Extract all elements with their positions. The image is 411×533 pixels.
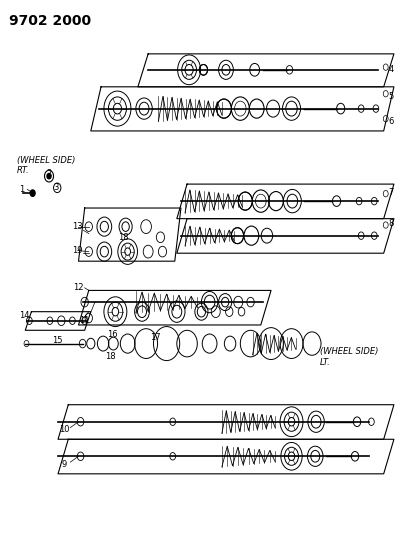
- Text: 16: 16: [107, 330, 118, 339]
- Text: 17: 17: [150, 333, 161, 342]
- Text: 12: 12: [73, 283, 84, 292]
- Text: 2: 2: [46, 169, 52, 178]
- Text: 19: 19: [72, 246, 83, 255]
- Circle shape: [47, 173, 51, 179]
- Text: 10: 10: [59, 425, 69, 434]
- Text: 15: 15: [52, 336, 62, 345]
- Text: (WHEEL SIDE)
LT.: (WHEEL SIDE) LT.: [320, 347, 379, 367]
- Text: 9: 9: [62, 460, 67, 469]
- Text: 6: 6: [388, 117, 394, 126]
- Text: (WHEEL SIDE)
RT.: (WHEEL SIDE) RT.: [17, 156, 76, 175]
- Text: 13: 13: [72, 222, 83, 231]
- Text: 11: 11: [79, 316, 89, 325]
- Text: 3: 3: [53, 183, 59, 192]
- Text: 18: 18: [118, 233, 129, 242]
- Text: 4: 4: [388, 66, 394, 74]
- Text: 8: 8: [388, 220, 394, 229]
- Text: 5: 5: [388, 92, 394, 101]
- Text: 7: 7: [388, 188, 394, 197]
- Circle shape: [30, 190, 35, 196]
- Text: 9702 2000: 9702 2000: [9, 14, 91, 28]
- Text: 18: 18: [105, 352, 116, 361]
- Text: 1: 1: [19, 185, 25, 194]
- Text: 14: 14: [19, 311, 29, 320]
